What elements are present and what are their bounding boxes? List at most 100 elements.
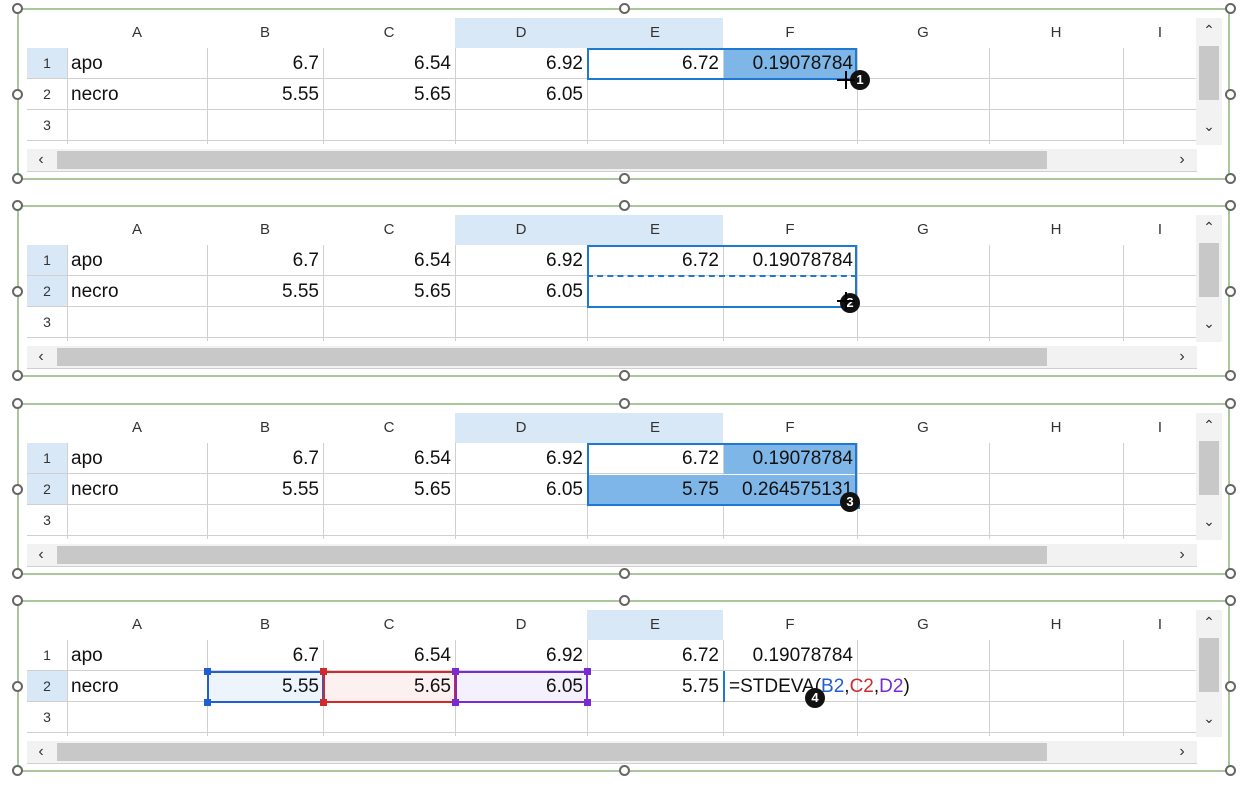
scroll-down-arrow-icon[interactable]: ⌄ [1203,118,1215,134]
cell-E1[interactable]: 6.72 [682,448,719,469]
horizontal-scrollbar[interactable]: ‹ › [27,346,1197,368]
cell-D3[interactable] [455,110,587,141]
column-header-I[interactable]: I [1157,221,1163,238]
cell-E3[interactable] [587,505,723,536]
vertical-scrollbar[interactable]: ⌃ ⌄ [1196,413,1222,540]
scrollbar-thumb[interactable] [1199,46,1219,100]
cell-C3[interactable] [323,505,455,536]
scroll-up-arrow-icon[interactable]: ⌃ [1203,614,1215,630]
column-header-G[interactable]: G [917,616,929,633]
resize-handle[interactable] [619,765,630,776]
column-header-I[interactable]: I [1157,616,1163,633]
vertical-scrollbar[interactable]: ⌃ ⌄ [1196,18,1222,145]
column-header-F[interactable]: F [785,419,795,436]
cell-E3[interactable] [587,110,723,141]
column-header-D[interactable]: D [455,215,587,245]
cell-A3[interactable] [67,307,207,338]
cell-B1[interactable]: 6.7 [292,645,319,666]
cell-D1[interactable]: 6.92 [546,448,583,469]
scroll-right-arrow-icon[interactable]: › [1179,348,1185,365]
cell-D1[interactable]: 6.92 [546,645,583,666]
column-header-G[interactable]: G [917,419,929,436]
cell-A2[interactable]: necro [71,281,119,302]
cell-F3[interactable] [723,110,857,141]
ref-handle[interactable] [320,699,327,706]
column-header-B[interactable]: B [259,221,270,238]
column-header-B[interactable]: B [259,419,270,436]
cell-A1[interactable]: apo [71,448,103,469]
scroll-right-arrow-icon[interactable]: › [1179,151,1185,168]
cell-A1[interactable]: apo [71,645,103,666]
scroll-left-arrow-icon[interactable]: ‹ [38,546,44,563]
resize-handle[interactable] [1225,286,1236,297]
resize-handle[interactable] [12,173,23,184]
cell-C3[interactable] [323,307,455,338]
cell-A2[interactable]: necro [71,479,119,500]
cell-D3[interactable] [455,307,587,338]
cell-B3[interactable] [207,110,323,141]
cell-D3[interactable] [455,702,587,733]
cell-B3[interactable] [207,702,323,733]
scroll-right-arrow-icon[interactable]: › [1179,743,1185,760]
row-header-1[interactable]: 1 [43,647,51,663]
column-header-H[interactable]: H [1050,24,1062,41]
resize-handle[interactable] [1225,173,1236,184]
row-header-3[interactable]: 3 [43,709,51,725]
cell-F3[interactable] [723,505,857,536]
cell-D2[interactable]: 6.05 [546,479,583,500]
cell-F1[interactable]: 0.19078784 [752,250,853,271]
row-header-3[interactable]: 3 [43,117,51,133]
row-header-2[interactable]: 2 [27,671,67,702]
scrollbar-thumb[interactable] [1199,638,1219,692]
cell-A3[interactable] [67,110,207,141]
horizontal-scrollbar[interactable]: ‹ › [27,544,1197,566]
resize-handle[interactable] [12,370,23,381]
cell-B1[interactable]: 6.7 [292,250,319,271]
row-header-2[interactable]: 2 [43,86,51,102]
vertical-scrollbar[interactable]: ⌃ ⌄ [1196,610,1222,737]
formula-cell-F2[interactable]: =STDEVA(B2,C2,D2) [723,671,973,702]
cell-F1[interactable]: 0.19078784 [752,645,853,666]
cell-F1[interactable]: 0.19078784 [752,448,853,469]
column-header-D[interactable]: D [515,616,527,633]
cell-D2[interactable]: 6.05 [546,84,583,105]
row-header-1[interactable]: 1 [27,48,67,79]
cell-C1[interactable]: 6.54 [414,645,451,666]
column-header-F[interactable]: F [785,24,795,41]
resize-handle[interactable] [12,89,23,100]
column-header-E[interactable]: E [587,610,723,640]
horizontal-scrollbar[interactable]: ‹ › [27,741,1197,763]
scroll-left-arrow-icon[interactable]: ‹ [38,151,44,168]
cell-B2[interactable]: 5.55 [282,84,319,105]
column-header-I[interactable]: I [1157,24,1163,41]
scrollbar-thumb[interactable] [1199,243,1219,297]
resize-handle[interactable] [12,3,23,14]
cell-A2[interactable]: necro [71,676,119,697]
column-header-B[interactable]: B [259,616,270,633]
cell-F3[interactable] [723,307,857,338]
scroll-right-arrow-icon[interactable]: › [1179,546,1185,563]
column-header-A[interactable]: A [131,616,142,633]
resize-handle[interactable] [1225,681,1236,692]
cell-B3[interactable] [207,505,323,536]
scroll-up-arrow-icon[interactable]: ⌃ [1203,22,1215,38]
scroll-up-arrow-icon[interactable]: ⌃ [1203,417,1215,433]
column-header-G[interactable]: G [917,221,929,238]
scroll-down-arrow-icon[interactable]: ⌄ [1203,710,1215,726]
resize-handle[interactable] [619,568,630,579]
cell-C2[interactable]: 5.65 [414,479,451,500]
column-header-C[interactable]: C [383,24,395,41]
resize-handle[interactable] [619,3,630,14]
column-header-G[interactable]: G [917,24,929,41]
resize-handle[interactable] [12,765,23,776]
resize-handle[interactable] [619,595,630,606]
cell-B1[interactable]: 6.7 [292,53,319,74]
cell-B2[interactable]: 5.55 [282,479,319,500]
column-header-E[interactable]: E [587,413,723,443]
ref-handle[interactable] [584,699,591,706]
resize-handle[interactable] [12,398,23,409]
resize-handle[interactable] [1225,484,1236,495]
row-header-1[interactable]: 1 [27,443,67,474]
column-header-C[interactable]: C [383,221,395,238]
horizontal-scrollbar[interactable]: ‹ › [27,149,1197,171]
